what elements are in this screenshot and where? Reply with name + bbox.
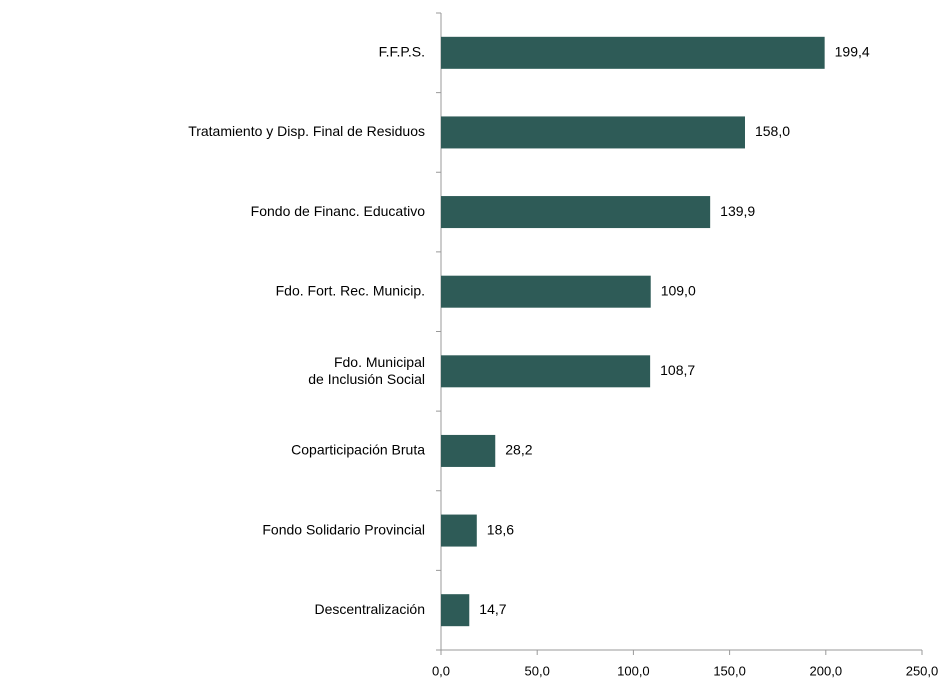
value-label: 199,4 bbox=[835, 44, 870, 60]
y-tick-label: Fondo de Financ. Educativo bbox=[251, 203, 426, 219]
y-tick-label: Fdo. Municipal de Inclusión Social bbox=[308, 354, 425, 387]
bar bbox=[441, 36, 825, 69]
x-tick-label: 0,0 bbox=[432, 663, 450, 678]
y-tick-label: Descentralización bbox=[315, 601, 426, 617]
bar bbox=[441, 514, 477, 547]
bar bbox=[441, 116, 745, 149]
x-tick-label: 100,0 bbox=[617, 663, 650, 678]
x-tick-label: 250,0 bbox=[906, 663, 939, 678]
value-label: 108,7 bbox=[660, 362, 695, 378]
y-tick-label: Coparticipación Bruta bbox=[291, 442, 425, 458]
bar bbox=[441, 275, 651, 308]
bar bbox=[441, 196, 711, 229]
value-label: 28,2 bbox=[505, 442, 532, 458]
value-label: 109,0 bbox=[661, 282, 696, 298]
bar bbox=[441, 434, 496, 467]
value-label: 158,0 bbox=[755, 123, 790, 139]
x-tick-label: 200,0 bbox=[810, 663, 843, 678]
value-label: 18,6 bbox=[487, 521, 514, 537]
value-label: 139,9 bbox=[720, 203, 755, 219]
x-tick-label: 150,0 bbox=[713, 663, 746, 678]
y-tick-label: Fdo. Fort. Rec. Municip. bbox=[276, 282, 425, 298]
y-tick-label: Fondo Solidario Provincial bbox=[262, 521, 425, 537]
y-tick-label: F.F.P.S. bbox=[379, 44, 425, 60]
y-tick-label: Tratamiento y Disp. Final de Residuos bbox=[188, 123, 425, 139]
x-tick-label: 50,0 bbox=[525, 663, 550, 678]
value-label: 14,7 bbox=[479, 601, 506, 617]
bar bbox=[441, 355, 651, 388]
bar bbox=[441, 594, 470, 627]
